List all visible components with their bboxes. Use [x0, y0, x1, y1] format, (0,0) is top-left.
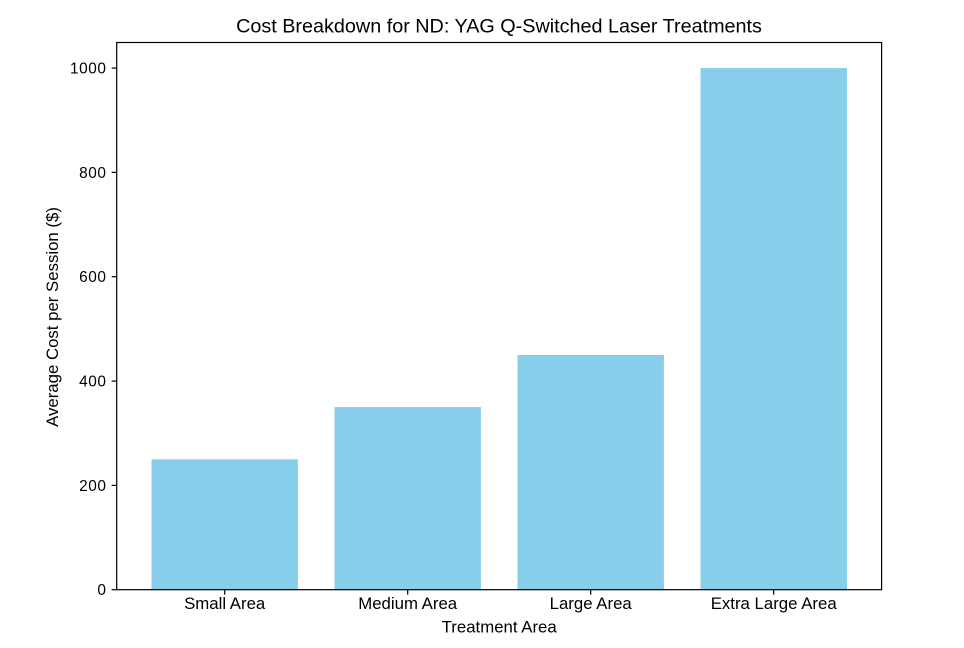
svg-text:200: 200 — [79, 478, 106, 495]
svg-text:Extra Large Area: Extra Large Area — [711, 594, 838, 613]
svg-text:400: 400 — [79, 374, 106, 391]
svg-text:Medium Area: Medium Area — [358, 594, 458, 613]
svg-text:Average Cost per Session ($): Average Cost per Session ($) — [43, 207, 62, 427]
svg-text:Large Area: Large Area — [550, 594, 633, 613]
svg-text:0: 0 — [97, 582, 106, 599]
svg-text:Small Area: Small Area — [184, 594, 266, 613]
svg-text:800: 800 — [79, 165, 106, 182]
svg-text:Cost Breakdown for ND: YAG Q-S: Cost Breakdown for ND: YAG Q-Switched La… — [236, 16, 762, 38]
svg-text:Treatment Area: Treatment Area — [442, 618, 558, 637]
svg-text:600: 600 — [79, 269, 106, 286]
svg-text:1000: 1000 — [70, 61, 107, 78]
